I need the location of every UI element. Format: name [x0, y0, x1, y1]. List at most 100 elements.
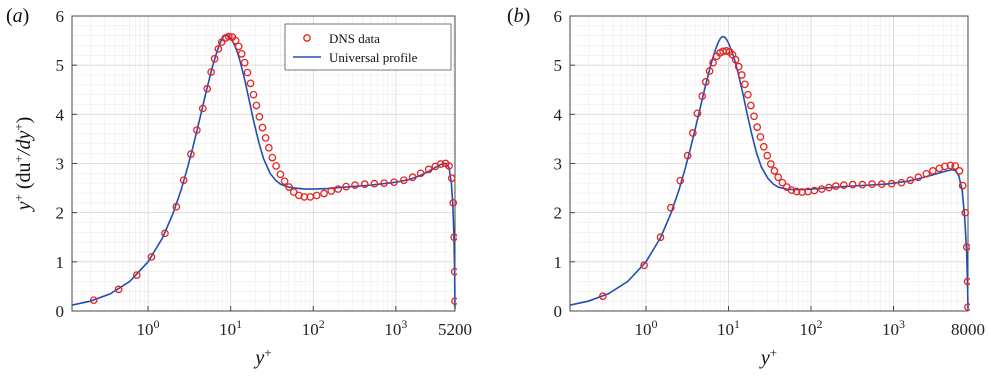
data-point-dns	[877, 180, 886, 188]
data-point-dns	[825, 183, 833, 192]
y-tick-label: 2	[56, 204, 65, 223]
data-point-dns	[958, 181, 967, 190]
data-point-dns	[744, 90, 752, 99]
data-point-dns	[210, 54, 219, 63]
data-point-dns	[416, 169, 425, 178]
grid-lines	[72, 15, 455, 312]
data-point-dns	[261, 134, 270, 142]
data-point-dns	[688, 129, 697, 137]
data-point-dns	[737, 71, 746, 79]
data-point-dns	[831, 182, 840, 190]
data-point-dns	[272, 162, 280, 170]
x-tick-label: 101	[717, 317, 740, 339]
data-point-dns	[750, 112, 758, 121]
data-point-dns	[887, 179, 896, 188]
data-point-dns	[753, 123, 762, 131]
data-point-dns	[839, 181, 848, 189]
data-point-dns	[360, 180, 369, 188]
data-point-dns	[778, 178, 787, 187]
y-tick-label: 3	[56, 155, 65, 174]
data-point-dns	[693, 109, 702, 118]
data-point-dns	[114, 285, 123, 294]
data-point-dns	[731, 55, 740, 64]
data-point-dns	[817, 185, 826, 193]
data-point-dns	[161, 229, 169, 238]
panel-label: (a)	[6, 5, 29, 27]
data-point-dns	[268, 153, 277, 162]
data-point-dns	[787, 186, 796, 194]
data-point-dns	[224, 32, 233, 41]
series-group	[72, 32, 457, 309]
data-point-dns	[214, 45, 223, 53]
data-point-dns	[722, 47, 731, 55]
data-point-dns	[203, 84, 212, 93]
data-point-dns	[400, 176, 408, 185]
legend: DNS data Universal profile	[284, 23, 452, 71]
data-point-dns	[598, 292, 607, 301]
x-tick-label: 103	[384, 317, 407, 339]
data-point-dns	[89, 296, 98, 305]
y-tick-label: 1	[554, 253, 563, 272]
data-point-dns	[246, 79, 255, 88]
y-tick-label: 5	[554, 56, 563, 75]
chart-panel-b: 0 1 2 3 4 5 6 100 101 102 103 8000 (b) y+	[507, 5, 985, 369]
data-point-dns	[955, 167, 964, 175]
data-point-dns	[193, 126, 201, 134]
data-point-dns	[848, 180, 857, 189]
y-tick-label: 5	[56, 56, 65, 75]
data-point-dns	[276, 170, 285, 179]
legend-label: DNS data	[329, 31, 380, 46]
data-point-dns	[961, 208, 970, 217]
y-tick-label: 4	[56, 105, 65, 124]
data-point-dns	[334, 185, 342, 193]
data-point-dns	[858, 180, 867, 189]
x-tick-label: 5200	[438, 320, 472, 339]
data-point-dns	[231, 36, 240, 45]
data-point-dns	[285, 183, 293, 191]
y-tick-label: 2	[554, 204, 563, 223]
y-axis-label: y+ (du+/dy+)	[11, 117, 36, 213]
x-tick-label: 102	[302, 317, 325, 339]
series-line-universal-profile	[72, 33, 456, 309]
data-point-dns	[390, 178, 398, 187]
data-point-dns	[289, 188, 298, 196]
data-point-dns	[370, 179, 379, 188]
data-point-dns	[380, 179, 388, 188]
data-point-dns	[774, 173, 783, 182]
series-group	[570, 35, 970, 311]
data-point-dns	[450, 267, 457, 276]
data-point-dns	[243, 68, 252, 77]
data-point-dns	[234, 42, 243, 51]
data-point-dns	[264, 143, 273, 152]
data-point-dns	[451, 297, 457, 306]
data-point-dns	[221, 34, 230, 42]
data-point-dns	[408, 173, 417, 182]
y-tick-label: 6	[56, 7, 65, 26]
data-point-dns	[207, 68, 215, 76]
y-tick-label: 0	[554, 302, 563, 321]
data-point-dns	[734, 62, 743, 71]
data-point-dns	[897, 178, 906, 187]
data-point-dns	[132, 271, 141, 279]
x-tick-label: 100	[137, 317, 160, 339]
data-point-dns	[198, 104, 207, 113]
data-point-dns	[436, 160, 445, 168]
data-point-dns	[240, 58, 249, 67]
data-point-dns	[258, 123, 267, 132]
data-point-dns	[424, 165, 433, 174]
data-point-dns	[770, 167, 779, 175]
grid-lines	[570, 15, 968, 312]
legend-marker-dns	[303, 34, 311, 42]
data-point-dns	[450, 233, 457, 242]
data-point-dns	[747, 101, 755, 110]
panel-label: (b)	[507, 5, 530, 27]
x-tick-label: 103	[882, 317, 905, 339]
data-point-dns	[187, 150, 195, 159]
y-tick-label: 4	[554, 105, 563, 124]
data-point-dns	[914, 173, 923, 182]
data-point-dns	[280, 177, 289, 186]
data-point-dns	[312, 191, 321, 200]
legend-label: Universal profile	[329, 50, 418, 65]
data-point-dns	[810, 186, 819, 195]
